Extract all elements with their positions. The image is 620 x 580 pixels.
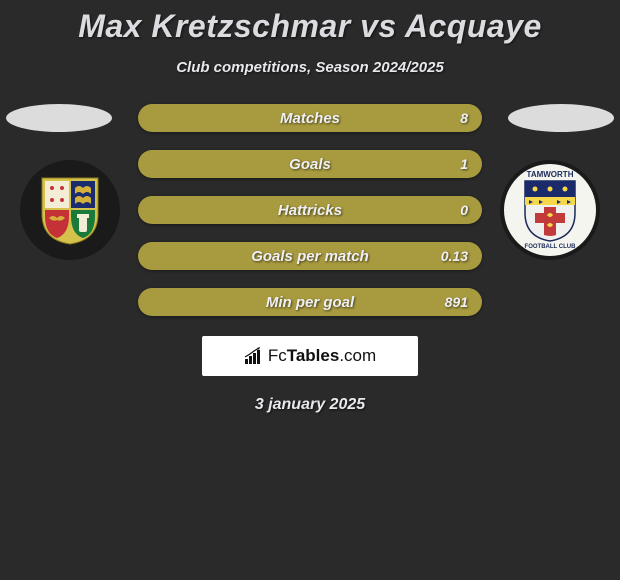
brand-suffix: .com [339, 346, 376, 365]
stat-row: Min per goal 891 [138, 288, 482, 316]
stat-label: Hattricks [278, 202, 342, 219]
stat-row: Hattricks 0 [138, 196, 482, 224]
stat-label: Goals per match [251, 248, 369, 265]
stat-value: 8 [460, 110, 468, 126]
brand-prefix: Fc [268, 346, 287, 365]
stat-value: 0.13 [441, 248, 468, 264]
club-crest-left [20, 160, 120, 260]
brand-bold: Tables [287, 346, 340, 365]
stat-value: 1 [460, 156, 468, 172]
stat-row: Goals 1 [138, 150, 482, 178]
player-photo-right [508, 104, 614, 132]
shield-icon-right [521, 177, 579, 243]
comparison-title: Max Kretzschmar vs Acquaye [0, 0, 620, 45]
stat-row: Goals per match 0.13 [138, 242, 482, 270]
comparison-date: 3 january 2025 [0, 396, 620, 414]
brand-text: FcTables.com [268, 346, 376, 366]
stat-value: 891 [445, 294, 468, 310]
stat-label: Goals [289, 156, 331, 173]
stat-row: Matches 8 [138, 104, 482, 132]
stat-rows: Matches 8 Goals 1 Hattricks 0 Goals per … [138, 104, 482, 316]
stat-value: 0 [460, 202, 468, 218]
branding-badge: FcTables.com [202, 336, 418, 376]
crest-text-bottom: FOOTBALL CLUB [525, 244, 576, 250]
comparison-subtitle: Club competitions, Season 2024/2025 [0, 59, 620, 76]
stat-label: Min per goal [266, 294, 354, 311]
shield-icon-left [39, 174, 101, 246]
bar-chart-icon [244, 347, 266, 365]
club-crest-right: TAMWORTH FOOTBALL CLUB [500, 160, 600, 260]
comparison-content: TAMWORTH FOOTBALL CLUB Matches 8 Goals 1 [0, 104, 620, 414]
stat-label: Matches [280, 110, 340, 127]
player-photo-left [6, 104, 112, 132]
